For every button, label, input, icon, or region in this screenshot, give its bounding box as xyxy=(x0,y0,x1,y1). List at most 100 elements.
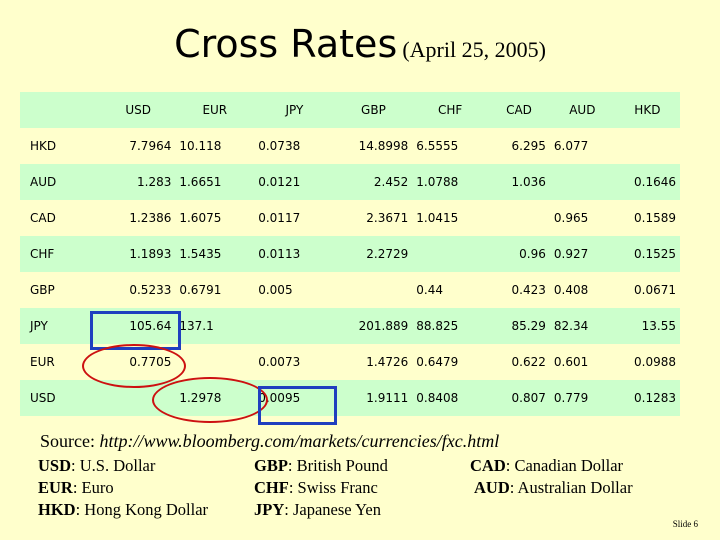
rate-cell: 1.2386 xyxy=(101,200,176,236)
rate-cell: 0.0113 xyxy=(254,236,335,272)
rate-cell: 0.423 xyxy=(488,272,550,308)
rate-cell: 13.55 xyxy=(614,308,680,344)
legend-item: JPY: Japanese Yen xyxy=(254,500,381,519)
legend-item: HKD: Hong Kong Dollar xyxy=(38,500,209,519)
rate-cell: 0.7705 xyxy=(101,344,176,380)
rate-cell: 0.1525 xyxy=(614,236,680,272)
rate-cell: 1.4726 xyxy=(334,344,413,380)
table-row: CHF 1.1893 1.5435 0.0113 2.2729 0.96 0.927 0.15… xyxy=(20,236,680,272)
rate-cell: 10.118 xyxy=(175,128,255,164)
rate-cell: 1.036 xyxy=(488,164,550,200)
rate-cell: 0.1589 xyxy=(614,200,680,236)
rate-cell xyxy=(488,200,550,236)
column-header: AUD xyxy=(549,92,615,128)
rate-cell: 0.0095 xyxy=(254,380,335,416)
column-header: CAD xyxy=(488,92,550,128)
row-header: CHF xyxy=(20,236,102,272)
column-header: GBP xyxy=(334,92,413,128)
slide-title: Cross Rates (April 25, 2005) xyxy=(0,22,720,66)
source-label: Source: xyxy=(40,431,95,451)
row-header: GBP xyxy=(20,272,102,308)
rate-cell: 14.8998 xyxy=(334,128,413,164)
rate-cell: 7.7964 xyxy=(101,128,176,164)
table-row: EUR 0.7705 0.0073 1.4726 0.6479 0.622 0.601 0.0… xyxy=(20,344,680,380)
rate-cell: 0.0073 xyxy=(254,344,335,380)
rate-cell: 1.283 xyxy=(101,164,176,200)
rate-cell: 0.1283 xyxy=(614,380,680,416)
rate-cell: 1.9111 xyxy=(334,380,413,416)
legend-col-3: CAD: Canadian Dollar AUD: Australian Dol… xyxy=(470,455,633,499)
rate-cell: 0.779 xyxy=(549,380,615,416)
column-header: JPY xyxy=(254,92,335,128)
rate-cell: 137.1 xyxy=(175,308,255,344)
cross-rates-table: USD EUR JPY GBP CHF CAD AUD HKD HKD 7.7964 10.118 0… xyxy=(20,92,680,416)
row-header: EUR xyxy=(20,344,102,380)
column-header: EUR xyxy=(175,92,255,128)
rate-cell: 1.2978 xyxy=(175,380,255,416)
rate-cell: 0.965 xyxy=(549,200,615,236)
rate-cell: 6.295 xyxy=(488,128,550,164)
column-header: CHF xyxy=(412,92,489,128)
legend-item: GBP: British Pound xyxy=(254,456,388,475)
rate-cell: 105.64 xyxy=(101,308,176,344)
rate-cell xyxy=(412,236,489,272)
table-row: GBP 0.5233 0.6791 0.005 0.44 0.423 0.408 0.0671 xyxy=(20,272,680,308)
legend-item: CHF: Swiss Franc xyxy=(254,478,378,497)
row-header: USD xyxy=(20,380,102,416)
slide-number: Slide 6 xyxy=(672,519,698,529)
legend-col-1: USD: U.S. Dollar EUR: Euro HKD: Hong Kon… xyxy=(38,455,208,521)
rate-cell: 88.825 xyxy=(412,308,489,344)
rate-cell: 0.6479 xyxy=(412,344,489,380)
title-date: (April 25, 2005) xyxy=(402,37,546,62)
row-header: CAD xyxy=(20,200,102,236)
legend-item: EUR: Euro xyxy=(38,478,114,497)
rate-cell: 0.927 xyxy=(549,236,615,272)
title-main: Cross Rates xyxy=(174,22,398,66)
rate-cell: 0.0117 xyxy=(254,200,335,236)
rate-cell: 2.452 xyxy=(334,164,413,200)
rate-cell: 1.6651 xyxy=(175,164,255,200)
rate-cell xyxy=(334,272,413,308)
rate-cell: 1.5435 xyxy=(175,236,255,272)
legend-item: AUD: Australian Dollar xyxy=(474,478,633,497)
rate-cell: 2.2729 xyxy=(334,236,413,272)
rate-cell: 85.29 xyxy=(488,308,550,344)
column-header: USD xyxy=(101,92,176,128)
rate-cell: 0.601 xyxy=(549,344,615,380)
rate-cell: 0.622 xyxy=(488,344,550,380)
rate-cell: 0.807 xyxy=(488,380,550,416)
rate-cell xyxy=(614,128,680,164)
legend-item: USD: U.S. Dollar xyxy=(38,456,156,475)
column-header: HKD xyxy=(614,92,680,128)
rate-cell: 201.889 xyxy=(334,308,413,344)
rate-cell: 0.5233 xyxy=(101,272,176,308)
rate-cell xyxy=(549,164,615,200)
rate-cell: 2.3671 xyxy=(334,200,413,236)
source-line: Source: http://www.bloomberg.com/markets… xyxy=(40,431,499,452)
rate-cell xyxy=(101,380,176,416)
table-row: CAD 1.2386 1.6075 0.0117 2.3671 1.0415 0.965 0.… xyxy=(20,200,680,236)
rate-cell: 0.0988 xyxy=(614,344,680,380)
row-header: AUD xyxy=(20,164,102,200)
rate-cell: 0.0738 xyxy=(254,128,335,164)
rate-cell: 1.1893 xyxy=(101,236,176,272)
rate-cell: 0.0671 xyxy=(614,272,680,308)
rate-cell: 0.96 xyxy=(488,236,550,272)
row-header: JPY xyxy=(20,308,102,344)
legend-item: CAD: Canadian Dollar xyxy=(470,456,624,475)
rate-cell: 6.077 xyxy=(549,128,615,164)
rate-cell: 0.8408 xyxy=(412,380,489,416)
rate-cell: 0.6791 xyxy=(175,272,255,308)
rate-cell: 0.005 xyxy=(254,272,335,308)
rate-cell: 0.408 xyxy=(549,272,615,308)
rate-cell: 0.0121 xyxy=(254,164,335,200)
header-row: USD EUR JPY GBP CHF CAD AUD HKD xyxy=(20,92,680,128)
table-row: AUD 1.283 1.6651 0.0121 2.452 1.0788 1.036 0.16… xyxy=(20,164,680,200)
table-row: JPY 105.64 137.1 201.889 88.825 85.29 82.34 13.… xyxy=(20,308,680,344)
rate-cell: 1.6075 xyxy=(175,200,255,236)
rate-cell: 6.5555 xyxy=(412,128,489,164)
rate-cell xyxy=(175,344,255,380)
legend-col-2: GBP: British Pound CHF: Swiss Franc JPY:… xyxy=(254,455,388,521)
rate-cell: 1.0788 xyxy=(412,164,489,200)
rate-cell: 82.34 xyxy=(549,308,615,344)
